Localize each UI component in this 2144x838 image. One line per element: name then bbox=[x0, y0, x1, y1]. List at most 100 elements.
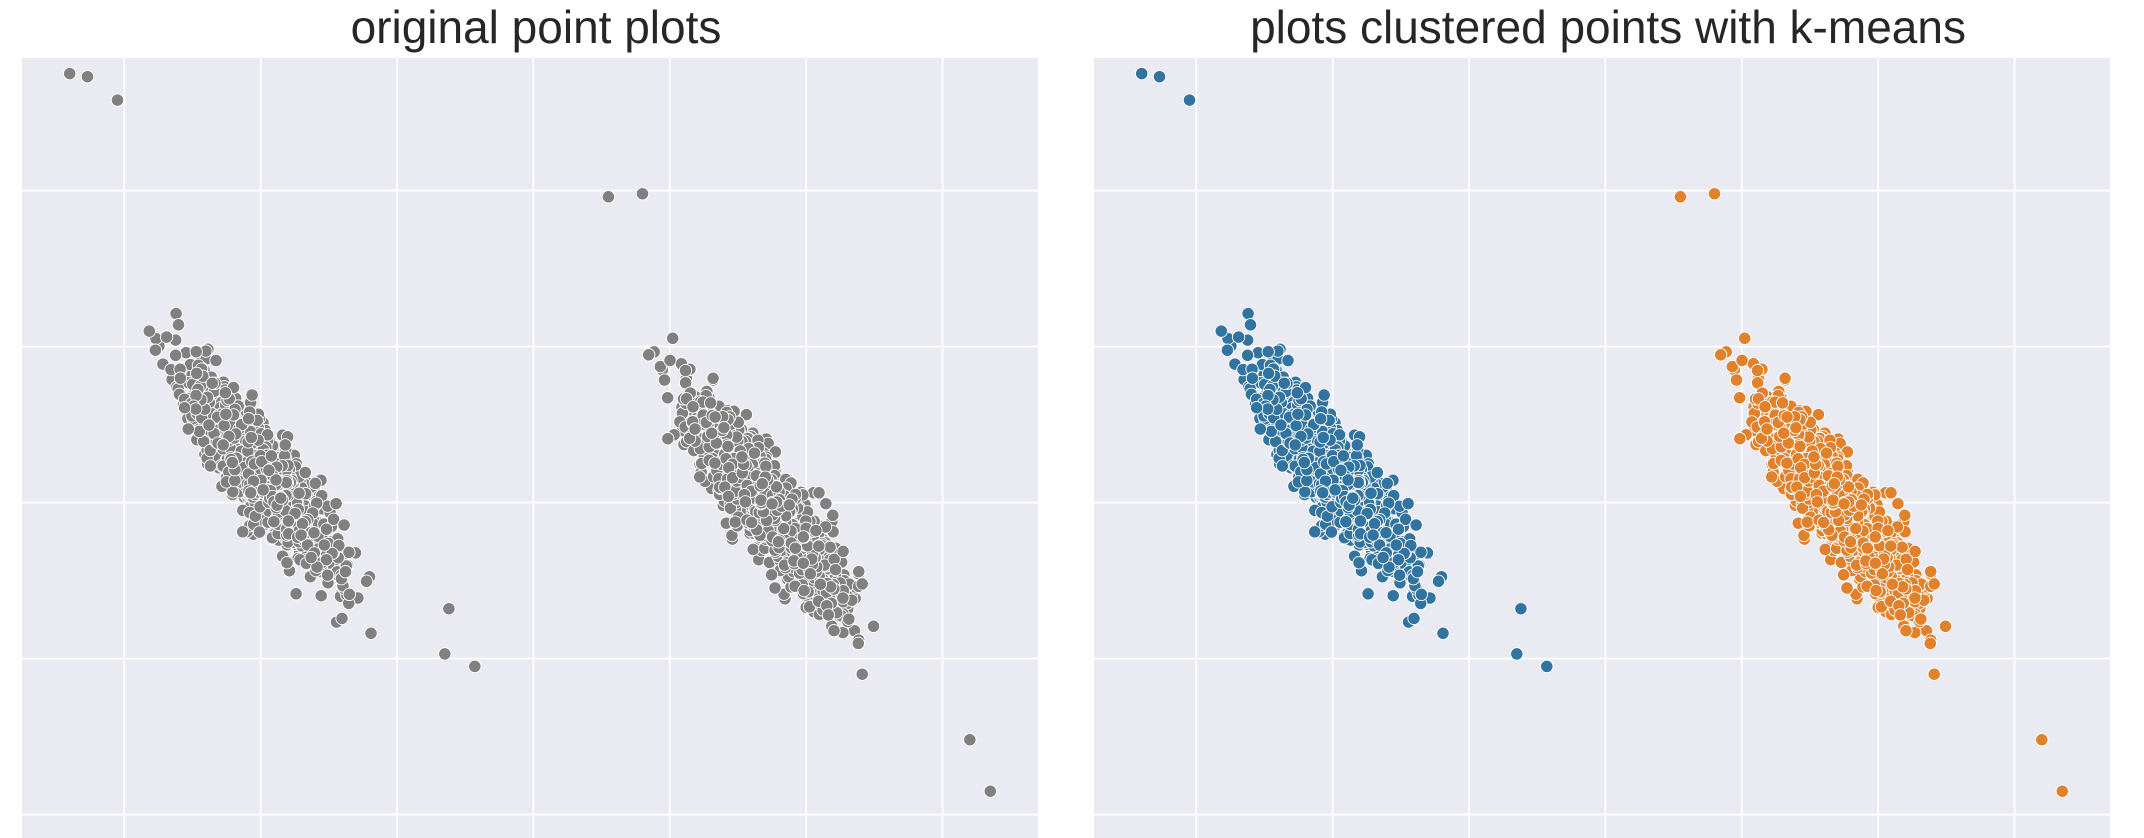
scatter-point bbox=[828, 562, 843, 577]
scatter-point bbox=[148, 343, 163, 357]
scatter-point bbox=[209, 353, 223, 368]
scatter-point bbox=[842, 612, 856, 626]
scatter-point bbox=[803, 567, 818, 581]
scatter-point bbox=[169, 306, 183, 321]
scatter-point bbox=[255, 454, 269, 469]
scatter-point bbox=[1220, 343, 1235, 357]
scatter-point bbox=[1414, 545, 1428, 559]
scatter-point bbox=[782, 498, 796, 512]
scatter-point bbox=[267, 515, 281, 529]
scatter-point bbox=[1398, 512, 1413, 526]
plot-background bbox=[22, 58, 1038, 838]
scatter-point bbox=[219, 407, 233, 421]
scatter-point bbox=[738, 495, 753, 509]
scatter-point bbox=[1370, 465, 1384, 480]
scatter-point bbox=[319, 553, 334, 567]
scatter-point bbox=[442, 602, 456, 616]
scatter-point bbox=[189, 345, 203, 359]
scatter-point bbox=[1240, 348, 1255, 362]
scatter-point bbox=[1241, 306, 1255, 321]
left-chart-title: original point plots bbox=[350, 1, 722, 53]
scatter-point bbox=[706, 371, 720, 385]
scatter-point bbox=[274, 491, 288, 505]
scatter-point bbox=[688, 422, 702, 436]
scatter-point bbox=[216, 438, 230, 452]
scatter-point bbox=[823, 540, 837, 554]
scatter-point bbox=[866, 619, 881, 633]
scatter-point bbox=[797, 583, 811, 598]
scatter-point bbox=[747, 446, 762, 460]
scatter-point bbox=[836, 544, 850, 559]
scatter-point bbox=[281, 514, 296, 528]
scatter-point bbox=[826, 508, 840, 522]
kmeans-clustered-scatter-plot bbox=[1094, 58, 2110, 838]
scatter-point bbox=[813, 577, 828, 591]
scatter-point bbox=[1407, 611, 1421, 626]
scatter-point bbox=[298, 465, 312, 480]
scatter-point bbox=[335, 611, 349, 626]
scatter-point bbox=[660, 391, 675, 405]
scatter-point bbox=[320, 568, 335, 582]
scatter-point bbox=[189, 366, 204, 381]
scatter-point bbox=[686, 400, 700, 414]
scatter-point bbox=[1261, 345, 1275, 359]
scatter-point bbox=[225, 455, 240, 470]
scatter-point bbox=[63, 66, 77, 81]
left-chart-panel: original point plots bbox=[22, 1, 1038, 838]
scatter-point bbox=[812, 539, 826, 553]
scatter-point bbox=[765, 497, 779, 511]
scatter-point bbox=[663, 353, 677, 368]
scatter-point bbox=[203, 459, 218, 473]
scatter-point bbox=[721, 489, 736, 504]
scatter-point bbox=[314, 589, 328, 603]
scatter-point bbox=[468, 659, 482, 674]
scatter-point bbox=[666, 331, 680, 345]
scatter-point bbox=[855, 667, 869, 681]
scatter-point bbox=[359, 574, 374, 588]
plot-background bbox=[1094, 58, 2110, 838]
scatter-point bbox=[693, 470, 707, 484]
scatter-point bbox=[703, 396, 718, 410]
scatter-point bbox=[80, 70, 95, 84]
scatter-point bbox=[657, 373, 672, 387]
scatter-point bbox=[812, 486, 826, 500]
scatter-point bbox=[1281, 353, 1295, 368]
scatter-point bbox=[292, 486, 306, 500]
scatter-point bbox=[746, 542, 760, 557]
scatter-point bbox=[256, 483, 270, 497]
scatter-point bbox=[177, 401, 192, 415]
scatter-point bbox=[755, 477, 769, 491]
scatter-point bbox=[769, 480, 784, 494]
scatter-point bbox=[642, 348, 656, 362]
scatter-point bbox=[326, 512, 341, 526]
scatter-point bbox=[661, 432, 675, 446]
scatter-point bbox=[1214, 324, 1228, 338]
scatter-point bbox=[1380, 476, 1394, 491]
scatter-point bbox=[1436, 626, 1450, 640]
scatter-point bbox=[218, 386, 232, 400]
original-points-scatter-plot bbox=[22, 58, 1038, 838]
scatter-point bbox=[708, 410, 722, 424]
scatter-point bbox=[1245, 371, 1260, 385]
scatter-point bbox=[1392, 568, 1407, 582]
scatter-point bbox=[317, 538, 331, 552]
scatter-point bbox=[764, 568, 779, 582]
scatter-point bbox=[280, 556, 294, 570]
scatter-point bbox=[202, 418, 216, 432]
scatter-point bbox=[821, 608, 836, 622]
scatter-point bbox=[438, 647, 452, 661]
scatter-point bbox=[245, 388, 259, 402]
scatter-point bbox=[262, 463, 276, 477]
scatter-point bbox=[110, 93, 125, 107]
scatter-point bbox=[236, 525, 250, 539]
scatter-point bbox=[1386, 589, 1400, 603]
scatter-point bbox=[264, 449, 279, 463]
scatter-point bbox=[342, 587, 357, 602]
scatter-point bbox=[705, 426, 719, 440]
scatter-point bbox=[168, 348, 183, 362]
scatter-point bbox=[278, 438, 292, 452]
scatter-point bbox=[337, 518, 351, 532]
scatter-points bbox=[63, 66, 997, 798]
scatter-point bbox=[342, 545, 356, 559]
scatter-point bbox=[244, 486, 258, 500]
